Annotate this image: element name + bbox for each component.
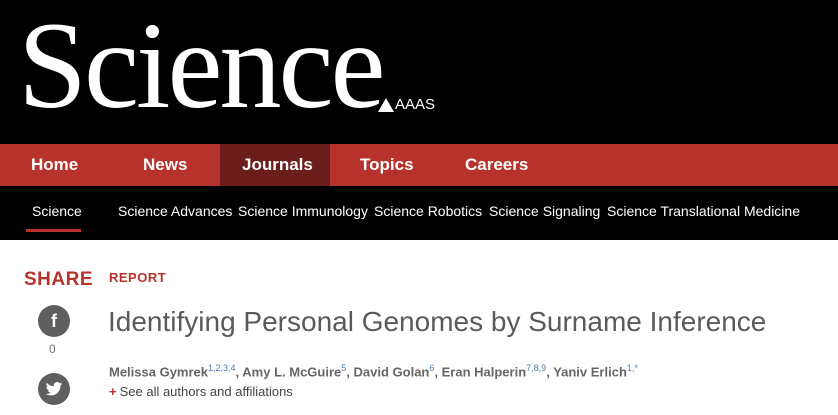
author-name[interactable]: David Golan [353, 364, 430, 380]
article-type: REPORT [109, 270, 167, 285]
see-all-authors-link[interactable]: + See all authors and affiliations [109, 384, 293, 399]
author-name[interactable]: Amy L. McGuire [242, 364, 342, 380]
nav-journals[interactable]: Journals [220, 144, 330, 186]
facebook-icon: f [51, 311, 57, 331]
active-subnav-indicator [26, 229, 81, 232]
author-affiliation[interactable]: 1,* [626, 363, 638, 373]
aaas-logo-icon [378, 97, 394, 112]
author-affiliation[interactable]: 5 [341, 363, 347, 373]
share-label: SHARE [24, 269, 94, 290]
subnav-science-translational-medicine[interactable]: Science Translational Medicine [607, 203, 800, 219]
nav-home[interactable]: Home [31, 155, 79, 174]
author-affiliation[interactable]: 6 [429, 363, 435, 373]
nav-topics[interactable]: Topics [360, 155, 414, 174]
aaas-logo[interactable]: AAAS [378, 96, 435, 113]
aaas-logo-text: AAAS [395, 96, 436, 113]
nav-news[interactable]: News [143, 155, 188, 174]
author-name[interactable]: Melissa Gymrek [109, 364, 209, 380]
author-affiliation[interactable]: 1,2,3,4 [208, 363, 236, 373]
author-name[interactable]: Yaniv Erlich [553, 364, 627, 380]
twitter-share-button[interactable] [38, 373, 70, 405]
author-affiliation[interactable]: 7,8,9 [526, 363, 547, 373]
masthead: Science AAAS [0, 0, 838, 144]
subnav-science-signaling[interactable]: Science Signaling [489, 203, 601, 219]
main-nav: Home News Journals Topics Careers [0, 144, 838, 186]
facebook-share-count: 0 [49, 342, 56, 356]
nav-careers[interactable]: Careers [465, 155, 529, 174]
author-list: Melissa Gymrek1,2,3,4, Amy L. McGuire5, … [109, 363, 638, 380]
journals-subnav: Science Science Advances Science Immunol… [0, 186, 838, 240]
author-name[interactable]: Eran Halperin [441, 364, 527, 380]
article-title: Identifying Personal Genomes by Surname … [108, 306, 767, 337]
subnav-science[interactable]: Science [32, 203, 82, 219]
plus-icon: + [109, 384, 117, 399]
twitter-icon [45, 382, 63, 396]
subnav-science-advances[interactable]: Science Advances [118, 203, 233, 219]
facebook-share-button[interactable]: f [38, 305, 70, 337]
science-logo[interactable]: Science [18, 0, 386, 134]
subnav-science-robotics[interactable]: Science Robotics [374, 203, 483, 219]
article-content: SHARE f 0 REPORT Identifying Personal Ge… [0, 240, 838, 415]
subnav-science-immunology[interactable]: Science Immunology [238, 203, 368, 219]
see-all-authors-label: See all authors and affiliations [119, 384, 293, 399]
